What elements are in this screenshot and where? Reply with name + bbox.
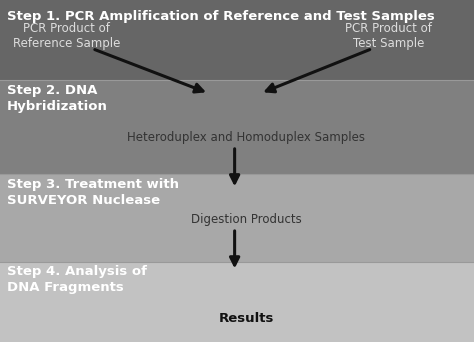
Text: Heteroduplex and Homoduplex Samples: Heteroduplex and Homoduplex Samples xyxy=(128,131,365,144)
Text: Step 4. Analysis of
DNA Fragments: Step 4. Analysis of DNA Fragments xyxy=(7,265,147,294)
Text: Step 3. Treatment with
SURVEYOR Nuclease: Step 3. Treatment with SURVEYOR Nuclease xyxy=(7,178,179,207)
Bar xyxy=(0,174,474,262)
Text: Digestion Products: Digestion Products xyxy=(191,213,302,226)
Bar xyxy=(0,0,474,80)
Text: Step 2. DNA
Hybridization: Step 2. DNA Hybridization xyxy=(7,84,108,113)
Bar xyxy=(0,80,474,174)
Bar xyxy=(0,262,474,342)
Text: PCR Product of
Test Sample: PCR Product of Test Sample xyxy=(345,22,432,50)
Text: PCR Product of
Reference Sample: PCR Product of Reference Sample xyxy=(13,22,120,50)
Text: Results: Results xyxy=(219,312,274,325)
Text: Step 1. PCR Amplification of Reference and Test Samples: Step 1. PCR Amplification of Reference a… xyxy=(7,10,435,23)
